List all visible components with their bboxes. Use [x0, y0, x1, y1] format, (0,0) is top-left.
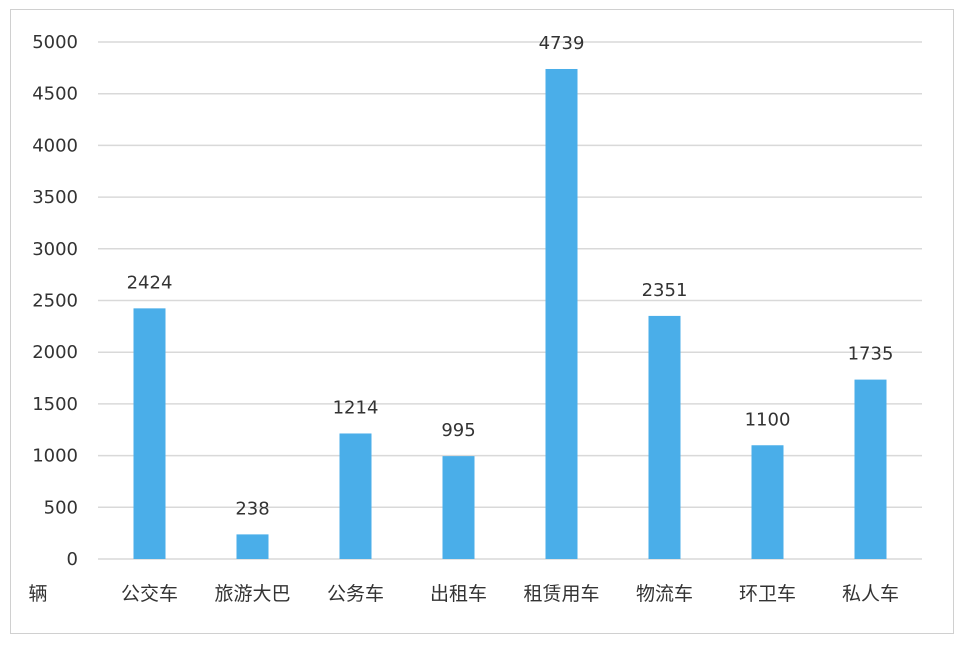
- data-label: 1214: [333, 397, 379, 418]
- y-tick-label: 2000: [32, 342, 78, 363]
- y-tick-label: 4500: [32, 84, 78, 105]
- data-label: 1100: [745, 409, 791, 430]
- bar: [442, 456, 475, 559]
- category-label: 私人车: [842, 583, 899, 605]
- data-label: 238: [235, 498, 269, 519]
- bar: [545, 68, 578, 559]
- y-tick-label: 0: [67, 549, 78, 570]
- bar: [236, 534, 269, 559]
- data-labels: 2424 238 1214 995 4739 2351 1100 1735: [127, 33, 894, 519]
- y-tick-label: 2500: [32, 291, 78, 312]
- category-label: 旅游大巴: [214, 583, 290, 605]
- bar: [133, 308, 166, 559]
- y-axis-ticks: 0 500 1000 1500 2000 2500 3000 3500 4000 4500 5000: [32, 32, 78, 570]
- bar: [751, 445, 784, 559]
- chart-frame: [10, 9, 954, 634]
- category-label: 公交车: [121, 583, 178, 605]
- y-tick-label: 500: [44, 497, 78, 518]
- bar: [339, 433, 372, 559]
- y-tick-label: 4000: [32, 135, 78, 156]
- data-label: 1735: [848, 344, 894, 365]
- data-label: 995: [441, 420, 475, 441]
- y-tick-label: 1500: [32, 394, 78, 415]
- category-label: 环卫车: [739, 583, 796, 605]
- bar: [854, 379, 887, 559]
- unit-label: 辆: [28, 583, 47, 605]
- y-tick-label: 1000: [32, 446, 78, 467]
- data-label: 4739: [539, 33, 585, 54]
- data-label: 2424: [127, 272, 173, 293]
- category-labels: 公交车 旅游大巴 公务车 出租车 租赁用车 物流车 环卫车 私人车: [121, 583, 899, 605]
- gridlines: [98, 41, 922, 560]
- bars: [133, 68, 887, 559]
- data-label: 2351: [642, 280, 688, 301]
- y-tick-label: 3000: [32, 239, 78, 260]
- category-label: 物流车: [636, 583, 693, 605]
- y-tick-label: 3500: [32, 187, 78, 208]
- category-label: 出租车: [430, 583, 487, 605]
- category-label: 租赁用车: [523, 583, 599, 605]
- y-tick-label: 5000: [32, 32, 78, 53]
- category-label: 公务车: [327, 583, 384, 605]
- bar: [648, 315, 681, 559]
